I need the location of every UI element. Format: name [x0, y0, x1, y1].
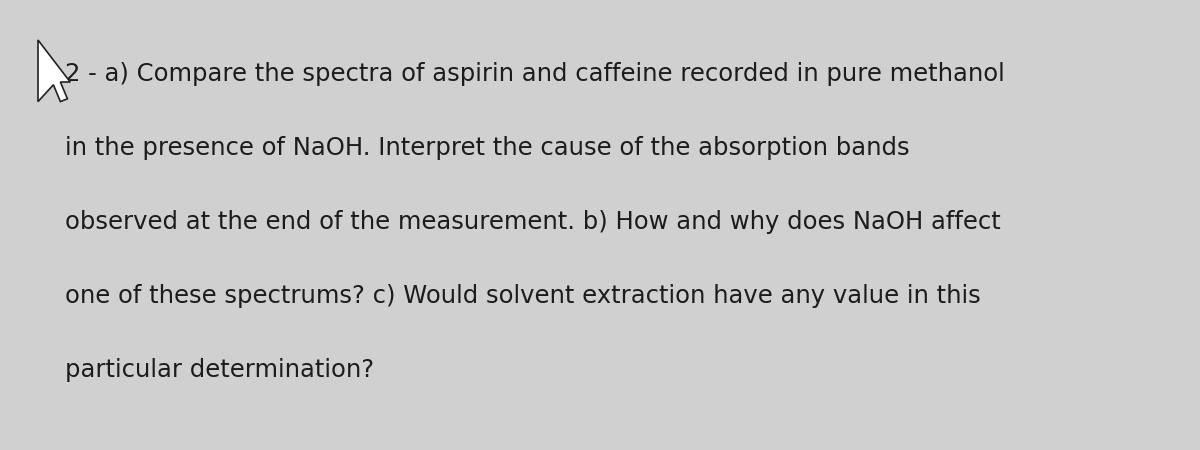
Polygon shape	[38, 40, 70, 102]
Text: observed at the end of the measurement. b) How and why does NaOH affect: observed at the end of the measurement. …	[65, 210, 1001, 234]
Text: one of these spectrums? c) Would solvent extraction have any value in this: one of these spectrums? c) Would solvent…	[65, 284, 980, 308]
Text: in the presence of NaOH. Interpret the cause of the absorption bands: in the presence of NaOH. Interpret the c…	[65, 136, 910, 160]
Text: 2 - a) Compare the spectra of aspirin and caffeine recorded in pure methanol: 2 - a) Compare the spectra of aspirin an…	[65, 62, 1004, 86]
Text: particular determination?: particular determination?	[65, 358, 374, 382]
